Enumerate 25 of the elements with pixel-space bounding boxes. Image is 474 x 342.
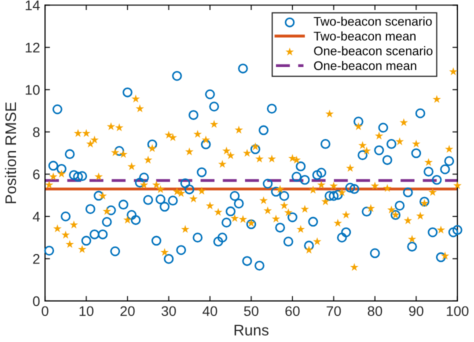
y-tick-label: 6 [33, 170, 40, 180]
x-tick-label: 60 [285, 306, 300, 316]
x-tick-label: 40 [202, 306, 218, 316]
legend-label: Two-beacon scenario [314, 16, 432, 26]
x-tick-label: 20 [120, 306, 135, 316]
x-tick-label: 90 [409, 306, 424, 316]
x-tick-label: 100 [446, 306, 468, 316]
y-tick-label: 2 [33, 254, 40, 264]
y-tick-label: 14 [26, 0, 40, 10]
legend-label: One-beacon scenario [314, 46, 432, 56]
x-tick-label: 0 [42, 306, 48, 316]
y-tick-label: 10 [26, 84, 40, 95]
y-tick-label: 8 [33, 127, 40, 138]
legend-label: One-beacon mean [314, 60, 416, 70]
x-tick-label: 10 [80, 306, 94, 316]
y-tick-label: 12 [26, 42, 40, 52]
y-tick-label: 0 [32, 296, 40, 306]
legend-label: Two-beacon mean [314, 31, 416, 41]
y-tick-label: 4 [32, 212, 40, 222]
x-tick-label: 80 [368, 306, 382, 316]
y-axis-title: Position RMSE [4, 102, 16, 204]
x-axis-title: Runs [234, 324, 268, 336]
x-tick-label: 30 [162, 306, 176, 316]
x-tick-label: 70 [326, 306, 341, 316]
x-tick-label: 50 [244, 306, 258, 316]
